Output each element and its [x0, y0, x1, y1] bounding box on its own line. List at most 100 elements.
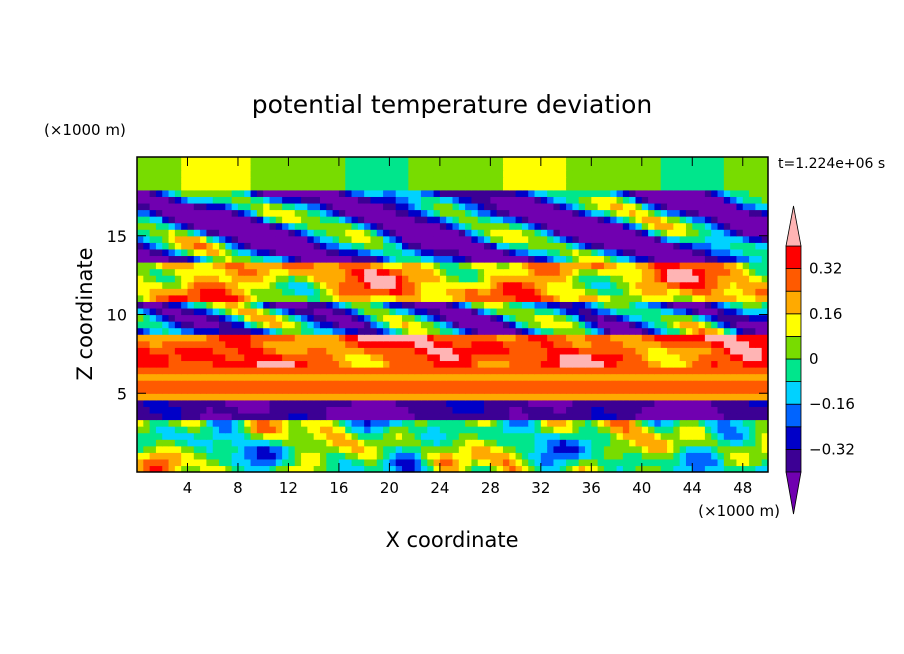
heatmap-cell — [471, 393, 479, 401]
heatmap-cell — [484, 327, 491, 335]
heatmap-cell — [414, 399, 422, 407]
heatmap-cell — [326, 314, 334, 322]
heatmap-cell — [376, 373, 384, 381]
heatmap-cell — [515, 321, 523, 329]
heatmap-cell — [200, 183, 208, 191]
heatmap-cell — [364, 393, 372, 401]
heatmap-cell — [420, 196, 428, 204]
heatmap-cell — [723, 439, 731, 447]
heatmap-cell — [446, 452, 454, 460]
heatmap-cell — [332, 327, 340, 335]
heatmap-cell — [622, 163, 630, 171]
heatmap-cell — [502, 412, 510, 421]
heatmap-cell — [660, 380, 668, 388]
heatmap-cell — [294, 183, 302, 191]
heatmap-cell — [502, 176, 510, 184]
heatmap-cell — [364, 367, 372, 375]
heatmap-cell — [168, 353, 176, 362]
heatmap-cell — [717, 432, 725, 440]
heatmap-cell — [585, 380, 592, 388]
heatmap-cell — [603, 248, 611, 257]
heatmap-cell — [282, 222, 290, 230]
heatmap-cell — [471, 452, 479, 460]
heatmap-cell — [698, 209, 706, 217]
heatmap-cell — [162, 229, 170, 237]
heatmap-cell — [174, 235, 182, 243]
heatmap-cell — [452, 373, 460, 381]
heatmap-cell — [742, 321, 750, 329]
heatmap-cell — [578, 314, 586, 322]
heatmap-cell — [181, 170, 189, 178]
heatmap-cell — [591, 248, 599, 257]
heatmap-cell — [250, 380, 258, 388]
heatmap-cell — [679, 242, 687, 250]
heatmap-cell — [433, 353, 441, 362]
heatmap-cell — [376, 183, 384, 191]
heatmap-cell — [521, 170, 529, 178]
heatmap-cell — [250, 373, 258, 381]
heatmap-cell — [528, 439, 536, 447]
heatmap-cell — [749, 294, 756, 302]
heatmap-cell — [313, 262, 321, 270]
heatmap-cell — [137, 281, 144, 289]
heatmap-cell — [761, 262, 768, 270]
heatmap-cell — [225, 176, 233, 184]
heatmap-cell — [755, 157, 763, 165]
heatmap-cell — [458, 307, 466, 316]
heatmap-cell — [698, 458, 706, 467]
heatmap-cell — [200, 458, 208, 467]
heatmap-cell — [654, 386, 662, 394]
heatmap-cell — [250, 189, 258, 197]
heatmap-cell — [648, 399, 656, 407]
heatmap-cell — [673, 426, 681, 434]
heatmap-cell — [566, 281, 573, 289]
heatmap-cell — [641, 170, 649, 178]
heatmap-cell — [496, 399, 504, 407]
heatmap-cell — [345, 183, 353, 191]
heatmap-cell — [641, 426, 649, 434]
heatmap-cell — [572, 465, 580, 472]
heatmap-cell — [269, 465, 277, 472]
heatmap-cell — [200, 189, 208, 197]
heatmap-cell — [742, 301, 750, 309]
heatmap-cell — [181, 183, 189, 191]
heatmap-cell — [496, 209, 504, 217]
heatmap-cell — [698, 439, 706, 447]
heatmap-cell — [338, 202, 346, 211]
heatmap-cell — [269, 327, 277, 335]
heatmap-cell — [755, 248, 763, 257]
heatmap-cell — [502, 458, 510, 467]
heatmap-cell — [673, 262, 681, 270]
heatmap-cell — [755, 288, 763, 296]
heatmap-cell — [755, 235, 763, 243]
heatmap-cell — [540, 367, 548, 375]
heatmap-cell — [585, 248, 592, 257]
heatmap-cell — [755, 360, 763, 368]
heatmap-cell — [389, 235, 397, 243]
heatmap-cell — [414, 255, 422, 263]
heatmap-cell — [200, 209, 208, 217]
heatmap-cell — [509, 183, 517, 191]
heatmap-cell — [496, 281, 504, 289]
heatmap-cell — [742, 406, 750, 414]
heatmap-cell — [143, 157, 151, 165]
heatmap-cell — [326, 242, 334, 250]
heatmap-cell — [610, 176, 618, 184]
heatmap-cell — [679, 268, 687, 276]
heatmap-cell — [427, 255, 435, 263]
heatmap-cell — [490, 196, 498, 204]
heatmap-cell — [641, 452, 649, 460]
heatmap-cell — [256, 262, 264, 270]
heatmap-cell — [338, 235, 346, 243]
heatmap-cell — [547, 176, 555, 184]
heatmap-cell — [155, 386, 163, 394]
heatmap-cell — [269, 281, 277, 289]
heatmap-cell — [275, 170, 283, 178]
heatmap-cell — [496, 334, 504, 342]
heatmap-cell — [181, 196, 189, 204]
heatmap-cell — [275, 222, 283, 230]
heatmap-cell — [219, 176, 226, 184]
heatmap-cell — [219, 386, 226, 394]
heatmap-cell — [572, 268, 580, 276]
heatmap-cell — [502, 327, 510, 335]
